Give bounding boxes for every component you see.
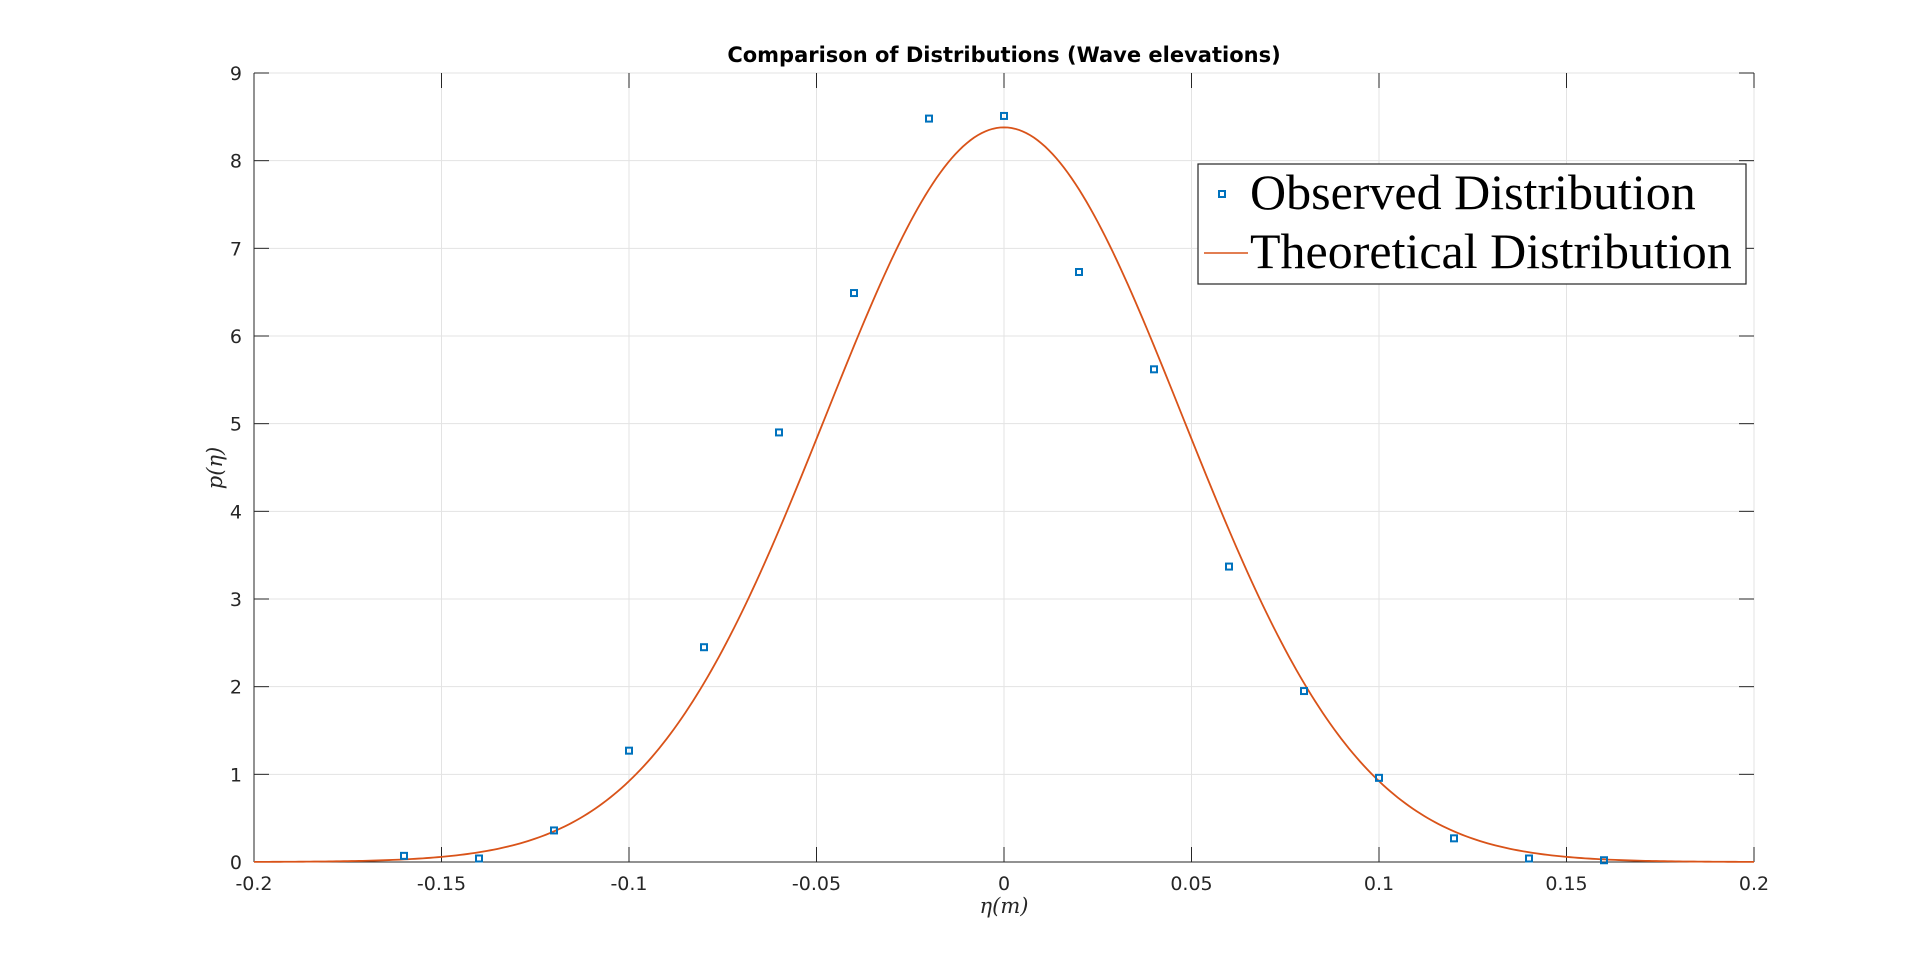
observed-point [1450, 834, 1458, 843]
y-tick-label: 8 [230, 151, 242, 173]
series-layer [253, 111, 1755, 865]
y-tick-label: 3 [230, 589, 242, 611]
x-axis-label: η(m) [980, 894, 1029, 918]
y-tick-label: 5 [230, 414, 242, 436]
legend-box [1197, 163, 1747, 285]
observed-point [1225, 562, 1233, 571]
y-tick-label: 4 [230, 501, 242, 523]
y-tick-label: 2 [230, 677, 242, 699]
observed-point [625, 746, 633, 755]
x-tick-label: -0.2 [235, 873, 272, 895]
y-tick-label: 0 [230, 852, 242, 874]
observed-point [1075, 268, 1083, 277]
x-tick-label: 0.1 [1364, 873, 1394, 895]
observed-point [775, 428, 783, 437]
observed-point [1525, 854, 1533, 863]
y-tick-label: 1 [230, 764, 242, 786]
observed-point [475, 854, 483, 863]
legend-observed-marker [1218, 190, 1226, 198]
axes: -0.2 -0.15 -0.1 -0.05 0 0.05 0.1 0.15 0.2 0 1 2 3 4 5 6… [230, 63, 1769, 895]
legend: Observed Distribution Theoretical Distri… [1197, 163, 1747, 285]
y-tick-label: 7 [230, 238, 242, 260]
x-tick-label: -0.1 [610, 873, 647, 895]
observed-point [700, 643, 708, 652]
y-tick-label: 9 [230, 63, 242, 85]
observed-point [850, 289, 858, 298]
x-tick-label: 0.05 [1170, 873, 1212, 895]
y-tick-label: 6 [230, 326, 242, 348]
legend-theoretical-label: Theoretical Distribution [1250, 223, 1732, 279]
observed-point [1150, 365, 1158, 374]
x-tick-label: 0.15 [1545, 873, 1587, 895]
observed-point [1300, 687, 1308, 696]
observed-point [925, 114, 933, 123]
x-tick-label: -0.05 [792, 873, 841, 895]
observed-point [400, 851, 408, 860]
legend-observed-label: Observed Distribution [1250, 164, 1696, 220]
chart-title: Comparison of Distributions (Wave elevat… [727, 43, 1280, 67]
x-tick-label: -0.15 [417, 873, 466, 895]
observed-point [1000, 111, 1008, 120]
theoretical-distribution-line [253, 126, 1755, 863]
x-tick-label: 0 [998, 873, 1010, 895]
observed-point [1600, 856, 1608, 865]
x-tick-label: 0.2 [1739, 873, 1769, 895]
observed-point [1375, 773, 1383, 782]
observed-point [550, 826, 558, 835]
y-axis-label: p(η) [203, 447, 227, 489]
